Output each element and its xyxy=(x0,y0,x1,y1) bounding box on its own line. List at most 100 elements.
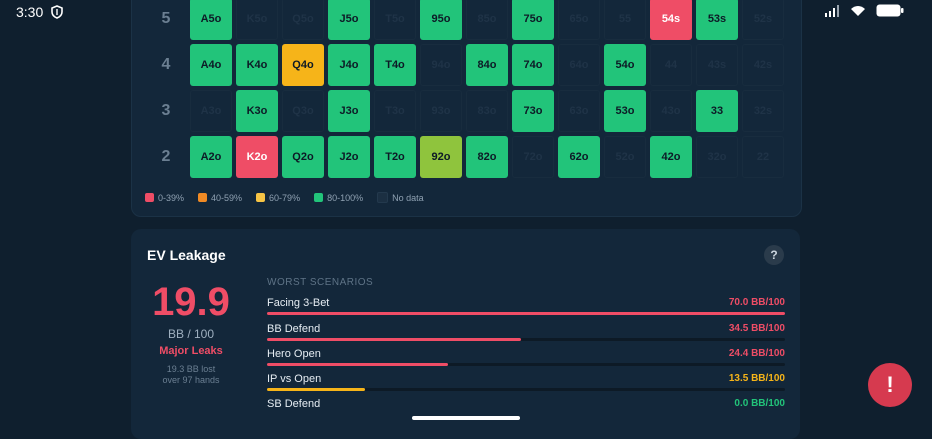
hand-cell[interactable]: 43s xyxy=(696,44,738,86)
hand-cell[interactable]: 92o xyxy=(420,136,462,178)
scenario-name: Facing 3-Bet xyxy=(267,297,330,309)
hand-cell[interactable]: 55 xyxy=(604,0,646,40)
row-label: 4 xyxy=(161,56,171,73)
scenario-bar-fill xyxy=(267,338,521,341)
hand-cell[interactable]: Q4o xyxy=(282,44,324,86)
scenario-value: 70.0 BB/100 xyxy=(728,297,785,308)
hand-cell[interactable]: 93o xyxy=(420,90,462,132)
hand-cell[interactable]: 72o xyxy=(512,136,554,178)
hand-cell[interactable]: T4o xyxy=(374,44,416,86)
worst-scenarios-title: WORST SCENARIOS xyxy=(267,277,374,288)
ev-bb-lost: 19.3 BB lost xyxy=(166,364,216,374)
battery-icon xyxy=(876,4,904,22)
scenario-name: BB Defend xyxy=(267,323,321,335)
ev-leakage-unit: BB / 100 xyxy=(167,327,215,341)
hand-cell[interactable]: 33 xyxy=(696,90,738,132)
hand-cell[interactable]: K5o xyxy=(236,0,278,40)
hand-cell[interactable]: 95o xyxy=(420,0,462,40)
hand-cell[interactable]: Q2o xyxy=(282,136,324,178)
hand-cell[interactable]: 83o xyxy=(466,90,508,132)
hand-cell[interactable]: A2o xyxy=(190,136,232,178)
status-bar: 3:30 xyxy=(0,0,932,24)
hand-cell[interactable]: 84o xyxy=(466,44,508,86)
ev-leakage-value: 19.9 xyxy=(152,280,230,324)
ev-leakage-title: EV Leakage xyxy=(147,247,226,263)
hand-cell[interactable]: Q5o xyxy=(282,0,324,40)
scenario-row[interactable]: SB Defend 0.0 BB/100 xyxy=(267,398,785,420)
hand-cell[interactable]: 74o xyxy=(512,44,554,86)
scenario-value: 0.0 BB/100 xyxy=(734,398,785,409)
hand-cell[interactable]: J3o xyxy=(328,90,370,132)
legend-item: 60-79% xyxy=(256,192,300,203)
scenario-value: 34.5 BB/100 xyxy=(728,323,785,334)
legend-swatch xyxy=(256,193,266,202)
ev-leakage-card: EV Leakage ? 19.9 BB / 100 Major Leaks 1… xyxy=(131,229,800,439)
report-issue-button[interactable]: ! xyxy=(868,363,912,407)
scenario-value: 13.5 BB/100 xyxy=(728,373,785,384)
hand-cell[interactable]: T2o xyxy=(374,136,416,178)
ev-hands-count: over 97 hands xyxy=(162,375,220,385)
signal-icon xyxy=(824,4,840,22)
hand-cell[interactable]: 42s xyxy=(742,44,784,86)
scenario-value: 24.4 BB/100 xyxy=(728,348,785,359)
hand-cell[interactable]: K2o xyxy=(236,136,278,178)
legend-swatch xyxy=(377,192,389,203)
hand-cell[interactable]: 65o xyxy=(558,0,600,40)
wifi-icon xyxy=(850,4,866,22)
scenario-bar-fill xyxy=(267,312,785,315)
hand-cell[interactable]: J5o xyxy=(328,0,370,40)
hand-cell[interactable]: 52o xyxy=(604,136,646,178)
hand-cell[interactable]: 73o xyxy=(512,90,554,132)
hand-cell[interactable]: 54o xyxy=(604,44,646,86)
scenario-name: Hero Open xyxy=(267,348,321,360)
legend-swatch xyxy=(145,193,154,202)
row-label: 2 xyxy=(161,148,171,165)
scenario-row[interactable]: BB Defend 34.5 BB/100 xyxy=(267,323,785,345)
hand-cell[interactable]: 42o xyxy=(650,136,692,178)
scenario-name: IP vs Open xyxy=(267,373,322,385)
scenario-bar-track xyxy=(267,388,785,391)
hand-cell[interactable]: 62o xyxy=(558,136,600,178)
help-button[interactable]: ? xyxy=(764,245,784,265)
scenario-row[interactable]: Facing 3-Bet 70.0 BB/100 xyxy=(267,297,785,319)
scenario-bar-track xyxy=(267,338,785,341)
hand-cell[interactable]: J4o xyxy=(328,44,370,86)
row-label: 3 xyxy=(161,102,171,119)
hand-cell[interactable]: 75o xyxy=(512,0,554,40)
hand-cell[interactable]: 94o xyxy=(420,44,462,86)
hand-cell[interactable]: K4o xyxy=(236,44,278,86)
home-indicator[interactable] xyxy=(412,416,520,420)
hand-cell[interactable]: 52s xyxy=(742,0,784,40)
hand-cell[interactable]: 63o xyxy=(558,90,600,132)
hand-cell[interactable]: 85o xyxy=(466,0,508,40)
hand-cell[interactable]: 53o xyxy=(604,90,646,132)
legend-item: 0-39% xyxy=(145,192,184,203)
legend: 0-39% 40-59% 60-79% 80-100% No data xyxy=(145,192,424,203)
hand-cell[interactable]: 82o xyxy=(466,136,508,178)
hand-cell[interactable]: 44 xyxy=(650,44,692,86)
hand-cell[interactable]: 43o xyxy=(650,90,692,132)
hand-cell[interactable]: T3o xyxy=(374,90,416,132)
scenario-bar-track xyxy=(267,312,785,315)
hand-cell[interactable]: J2o xyxy=(328,136,370,178)
hand-cell[interactable]: A3o xyxy=(190,90,232,132)
scenario-row[interactable]: Hero Open 24.4 BB/100 xyxy=(267,348,785,370)
hand-cell[interactable]: A5o xyxy=(190,0,232,40)
hand-cell[interactable]: 54s xyxy=(650,0,692,40)
scenario-name: SB Defend xyxy=(267,398,321,410)
scenario-bar-fill xyxy=(267,388,366,391)
hand-cell[interactable]: Q3o xyxy=(282,90,324,132)
scenario-bar-track xyxy=(267,363,785,366)
hand-cell[interactable]: A4o xyxy=(190,44,232,86)
hand-cell[interactable]: 64o xyxy=(558,44,600,86)
hand-cell[interactable]: 22 xyxy=(742,136,784,178)
hand-cell[interactable]: K3o xyxy=(236,90,278,132)
hand-cell[interactable]: 32o xyxy=(696,136,738,178)
legend-item: 80-100% xyxy=(314,192,363,203)
shield-icon xyxy=(51,5,63,24)
hand-cell[interactable]: T5o xyxy=(374,0,416,40)
hand-cell[interactable]: 53s xyxy=(696,0,738,40)
scenario-row[interactable]: IP vs Open 13.5 BB/100 xyxy=(267,373,785,395)
ev-leakage-status: Major Leaks xyxy=(159,345,223,357)
hand-cell[interactable]: 32s xyxy=(742,90,784,132)
